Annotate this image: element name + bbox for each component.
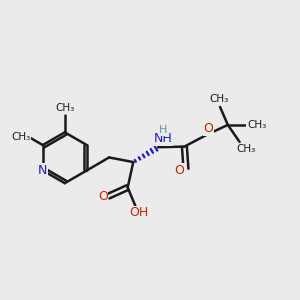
Text: N: N — [38, 164, 47, 177]
Text: O: O — [203, 122, 213, 135]
Text: O: O — [98, 190, 108, 203]
Text: CH₃: CH₃ — [209, 94, 228, 104]
Text: H: H — [158, 125, 167, 135]
Text: CH₃: CH₃ — [11, 131, 31, 142]
Text: O: O — [174, 164, 184, 177]
Text: CH₃: CH₃ — [247, 120, 266, 130]
Text: NH: NH — [153, 132, 172, 145]
Text: CH₃: CH₃ — [237, 144, 256, 154]
Text: OH: OH — [129, 206, 148, 219]
Text: CH₃: CH₃ — [55, 103, 74, 113]
